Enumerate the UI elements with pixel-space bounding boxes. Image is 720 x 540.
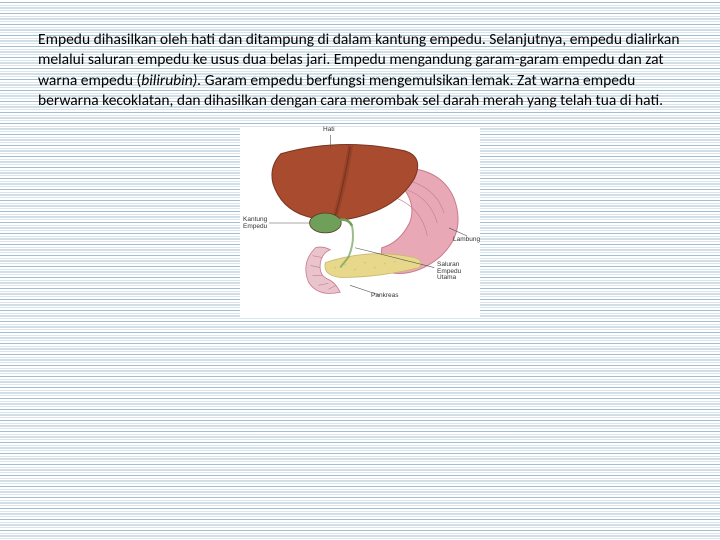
text-italic: bilirubin). [141, 71, 201, 90]
slide-content: Empedu dihasilkan oleh hati dan ditampun… [0, 0, 720, 318]
pancreas-shape [325, 253, 421, 277]
liver-anatomy-diagram: Hati Kantung Empedu Lambung Saluran Empe… [240, 128, 480, 318]
diagram-container: Hati Kantung Empedu Lambung Saluran Empe… [38, 128, 682, 318]
label-pankreas: Pankreas [371, 293, 398, 300]
label-lambung: Lambung [453, 237, 480, 244]
gallbladder-shape [310, 213, 342, 233]
label-hati: Hati [323, 127, 335, 134]
anatomy-svg [241, 129, 479, 317]
body-paragraph: Empedu dihasilkan oleh hati dan ditampun… [38, 30, 682, 112]
label-saluran-empedu: Saluran Empedu Utama [437, 262, 479, 282]
label-kantung-empedu: Kantung Empedu [243, 217, 269, 231]
